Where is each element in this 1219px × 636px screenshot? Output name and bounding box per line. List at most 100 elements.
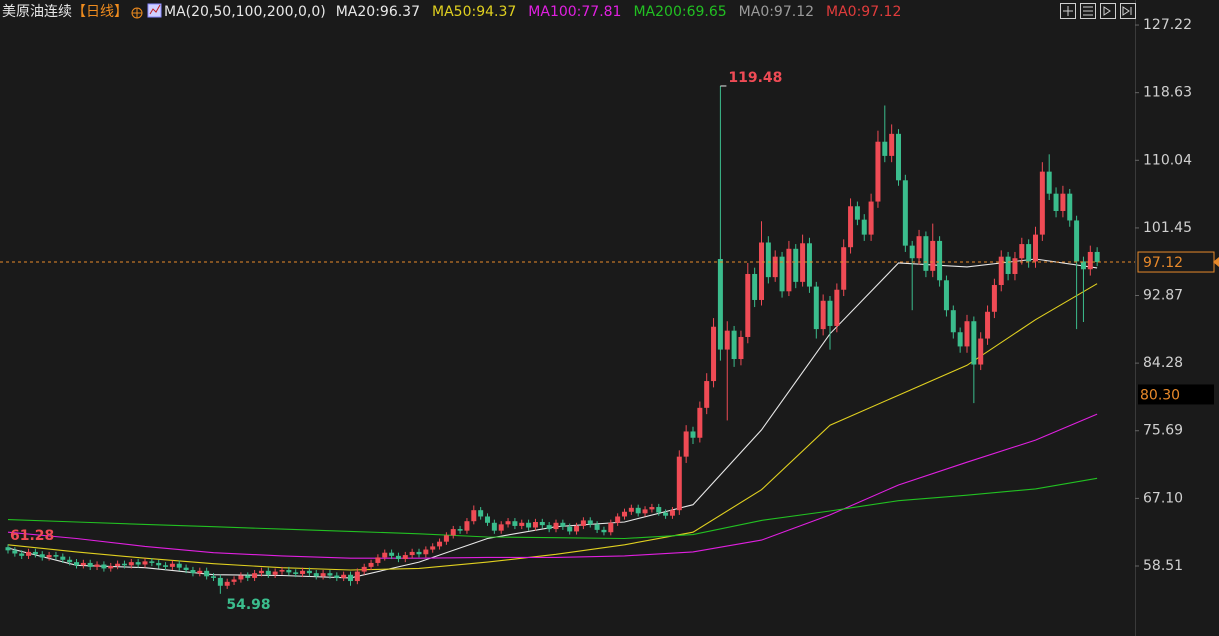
candle-body <box>416 551 422 555</box>
candle-body <box>724 330 730 350</box>
candle-body <box>238 575 244 580</box>
price-arrow <box>1213 257 1219 268</box>
y-tick-label: 84.28 <box>1143 355 1183 371</box>
y-tick-label: 110.04 <box>1143 152 1192 168</box>
candle-body <box>491 522 497 531</box>
candle-body <box>471 510 477 522</box>
candle-body <box>423 549 429 555</box>
candle-body <box>765 242 771 278</box>
candle-body <box>1080 261 1086 270</box>
candle-body <box>587 520 593 525</box>
candle-body <box>46 555 52 558</box>
candle-body <box>539 521 545 526</box>
candle-body <box>820 300 826 330</box>
candle-body <box>368 562 374 567</box>
candle-body <box>1033 234 1038 262</box>
candle-body <box>861 219 867 235</box>
candle-body <box>875 141 881 202</box>
candle-body <box>1094 251 1100 263</box>
candle-body <box>478 510 484 517</box>
marker-label: 80.30 <box>1140 387 1180 403</box>
candle-body <box>615 516 621 523</box>
marker-box <box>1138 384 1214 405</box>
candle-body <box>567 526 573 532</box>
candle-body <box>889 133 895 156</box>
candle-body <box>87 562 93 567</box>
next-icon <box>1103 6 1111 16</box>
candle-body <box>608 522 614 533</box>
candle-body <box>163 565 169 567</box>
settings-icon-cross <box>132 8 142 18</box>
candle-body <box>402 555 408 559</box>
y-tick-label: 118.63 <box>1143 85 1192 101</box>
candle-body <box>560 522 566 527</box>
candle-body <box>813 286 819 330</box>
legend-item: MA20:96.37 <box>336 4 420 20</box>
candle-body <box>121 563 127 566</box>
candle-body <box>409 551 415 556</box>
candle-body <box>964 321 970 347</box>
ma-line <box>7 477 1098 540</box>
candle-body <box>1067 193 1073 221</box>
ma-line <box>7 413 1098 559</box>
candle-body <box>382 552 388 558</box>
candle-body <box>156 562 162 566</box>
candle-body <box>176 563 182 568</box>
candle-body <box>437 541 443 547</box>
y-tick-label: 58.51 <box>1143 558 1183 574</box>
candle-body <box>231 579 237 582</box>
candle-body <box>354 571 360 582</box>
candle-body <box>669 510 675 516</box>
candle-body <box>717 259 723 350</box>
zoom-button[interactable] <box>1060 3 1076 19</box>
end-button[interactable] <box>1120 3 1136 19</box>
y-tick-label: 75.69 <box>1143 423 1183 439</box>
candle-body <box>772 256 778 278</box>
candle-body <box>108 566 114 569</box>
candle-body <box>169 563 175 567</box>
candle-body <box>553 522 559 530</box>
candle-body <box>272 571 278 575</box>
candle-body <box>854 206 860 220</box>
candle-body <box>286 570 292 573</box>
candle-body <box>26 551 32 556</box>
candle-body <box>183 567 189 571</box>
candle-body <box>711 326 717 382</box>
candle-body <box>848 206 854 248</box>
next-button[interactable] <box>1100 3 1116 19</box>
candle-body <box>683 431 689 457</box>
candle-body <box>395 555 401 559</box>
y-tick-label: 127.22 <box>1143 17 1192 33</box>
indicator-icon-line <box>149 4 161 15</box>
candle-body <box>896 133 901 181</box>
candle-body <box>1039 171 1045 235</box>
candle-body <box>19 553 25 556</box>
candle-body <box>498 524 504 531</box>
candles <box>5 85 1100 594</box>
candle-body <box>389 552 395 556</box>
candle-body <box>950 310 956 333</box>
layout-button[interactable] <box>1080 3 1096 19</box>
candle-body <box>512 521 518 526</box>
candle-body <box>738 336 744 360</box>
candle-body <box>1005 256 1011 274</box>
candle-body <box>1060 193 1066 212</box>
candle-body <box>909 245 915 259</box>
candle-body <box>245 575 251 578</box>
candle-body <box>622 511 627 517</box>
candle-body <box>642 509 648 514</box>
candle-body <box>39 554 45 558</box>
candle-body <box>882 141 888 156</box>
candle-body <box>594 524 600 530</box>
candle-body <box>53 555 59 557</box>
candle-body <box>916 236 922 259</box>
candle-body <box>923 236 929 271</box>
candle-body <box>978 338 984 365</box>
candle-body <box>806 243 812 287</box>
candle-body <box>361 566 367 572</box>
candle-body <box>779 256 785 292</box>
toolbar[interactable] <box>1060 3 1136 19</box>
candle-body <box>313 573 319 577</box>
